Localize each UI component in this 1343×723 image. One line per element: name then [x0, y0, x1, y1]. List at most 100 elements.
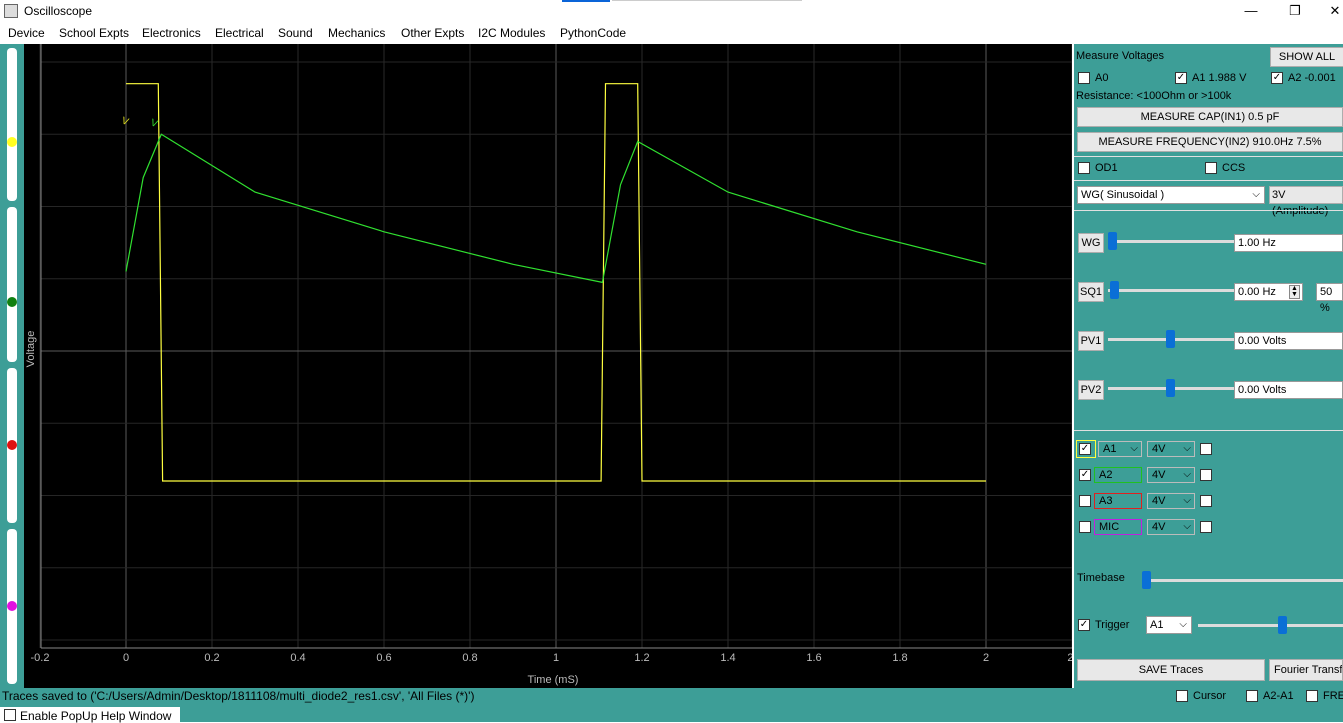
offset-slider-a2[interactable]: [7, 207, 17, 362]
sq1-slider-track[interactable]: [1108, 289, 1234, 292]
a1-fit-checkbox[interactable]: [1200, 443, 1212, 455]
control-panel: Measure Voltages SHOW ALL A0 ✓ A1 1.988 …: [1074, 44, 1343, 688]
a2-channel-box[interactable]: A2: [1094, 467, 1142, 483]
a3-fit-checkbox[interactable]: [1200, 495, 1212, 507]
x-tick-label: 1.4: [720, 652, 735, 664]
a2-checkbox[interactable]: ✓: [1271, 72, 1283, 84]
offset-handle-a3[interactable]: [7, 440, 17, 450]
mic-range-select[interactable]: 4V ⌵: [1147, 519, 1195, 535]
popup-help-checkbox[interactable]: [4, 709, 16, 721]
offset-slider-a1[interactable]: [7, 48, 17, 201]
x-tick-label: 0: [123, 652, 129, 664]
menu-pythoncode[interactable]: PythonCode: [560, 26, 627, 40]
measure-frequency-button[interactable]: MEASURE FREQUENCY(IN2) 910.0Hz 7.5%: [1077, 132, 1343, 152]
close-button[interactable]: ✕: [1329, 3, 1341, 18]
pv1-voltage-field[interactable]: 0.00 Volts: [1234, 332, 1343, 350]
spinner-icon[interactable]: ▲ ▼: [1289, 285, 1300, 299]
a1-range-value: 4V: [1152, 443, 1166, 455]
a2-voltage: A2 -0.001: [1288, 72, 1336, 84]
timebase-slider-handle[interactable]: [1142, 571, 1151, 589]
sq1-button[interactable]: SQ1: [1078, 282, 1104, 302]
chevron-down-icon: ⌵: [1179, 619, 1187, 630]
sq1-duty-field[interactable]: 50 %: [1316, 283, 1343, 314]
timebase-label: Timebase: [1077, 572, 1125, 584]
trigger-source-select[interactable]: A1 ⌵: [1146, 616, 1192, 634]
offset-handle-mic[interactable]: [7, 601, 17, 611]
sq1-slider-handle[interactable]: [1110, 281, 1119, 299]
pv1-slider-handle[interactable]: [1166, 330, 1175, 348]
menu-sound[interactable]: Sound: [278, 26, 313, 40]
fre-checkbox[interactable]: [1306, 690, 1318, 702]
offset-handle-a1[interactable]: [7, 137, 17, 147]
trigger-checkbox[interactable]: ✓: [1078, 619, 1090, 631]
save-traces-button[interactable]: SAVE Traces: [1077, 659, 1265, 681]
measure-cap-button[interactable]: MEASURE CAP(IN1) 0.5 pF: [1077, 107, 1343, 127]
x-tick-label: 2: [983, 652, 989, 664]
a0-checkbox[interactable]: [1078, 72, 1090, 84]
a1-voltage: A1 1.988 V: [1192, 72, 1247, 84]
trigger-level-handle[interactable]: [1278, 616, 1287, 634]
ccs-checkbox[interactable]: [1205, 162, 1217, 174]
a2-channel-checkbox[interactable]: ✓: [1079, 469, 1091, 481]
status-bar: Traces saved to ('C:/Users/Admin/Desktop…: [0, 688, 1343, 723]
menu-mechanics[interactable]: Mechanics: [328, 26, 386, 40]
menu-other-expts[interactable]: Other Expts: [401, 26, 465, 40]
oscilloscope-plot[interactable]: -0.2 0 0.2 0.4 0.6 0.8 1 1.2 1.4 1.6 1.8 2 2. Voltag…: [24, 44, 1072, 688]
menu-i2c-modules[interactable]: I2C Modules: [478, 26, 546, 40]
a2-fit-checkbox[interactable]: [1200, 469, 1212, 481]
cursor-label: Cursor: [1193, 690, 1227, 702]
a1-checkbox[interactable]: ✓: [1175, 72, 1187, 84]
pv2-voltage-field[interactable]: 0.00 Volts: [1234, 381, 1343, 399]
mic-channel-box[interactable]: MIC: [1094, 519, 1142, 535]
x-tick-label: 0.4: [290, 652, 305, 664]
wg-button[interactable]: WG: [1078, 233, 1104, 253]
a1-channel-checkbox[interactable]: ✓: [1079, 443, 1091, 455]
cursor-checkbox[interactable]: [1176, 690, 1188, 702]
pv2-slider-handle[interactable]: [1166, 379, 1175, 397]
wg-slider-handle[interactable]: [1108, 232, 1117, 250]
restore-button[interactable]: ❐: [1289, 3, 1301, 18]
menu-device[interactable]: Device: [8, 26, 45, 40]
menu-school-expts[interactable]: School Expts: [59, 26, 130, 40]
od1-checkbox[interactable]: [1078, 162, 1090, 174]
mic-range-value: 4V: [1152, 521, 1166, 533]
menu-electrical[interactable]: Electrical: [215, 26, 264, 40]
trigger-source-value: A1: [1150, 619, 1164, 631]
a3-channel-checkbox[interactable]: [1079, 495, 1091, 507]
wg-amplitude-select[interactable]: 3V (Amplitude): [1269, 186, 1343, 217]
offset-handle-a2[interactable]: [7, 297, 17, 307]
wg-frequency-field[interactable]: 1.00 Hz: [1234, 234, 1343, 252]
show-all-button[interactable]: SHOW ALL: [1270, 47, 1343, 67]
a1-channel-select[interactable]: A1 ⌵: [1098, 441, 1142, 457]
a1-range-select[interactable]: 4V ⌵: [1147, 441, 1195, 457]
pv1-button[interactable]: PV1: [1078, 331, 1104, 351]
x-tick-label: 0.2: [204, 652, 219, 664]
fourier-transform-button[interactable]: Fourier Transf: [1269, 659, 1343, 681]
mic-fit-checkbox[interactable]: [1200, 521, 1212, 533]
timebase-slider-track[interactable]: [1146, 579, 1343, 582]
a2-range-value: 4V: [1152, 469, 1166, 481]
trigger-level-track[interactable]: [1198, 624, 1343, 627]
a2-a1-checkbox[interactable]: [1246, 690, 1258, 702]
pv2-button[interactable]: PV2: [1078, 380, 1104, 400]
od1-label: OD1: [1095, 162, 1118, 174]
chevron-down-icon: ⌵: [1183, 521, 1191, 532]
a1-channel-label: A1: [1103, 443, 1117, 455]
popup-help-label: Enable PopUp Help Window: [20, 709, 172, 723]
menu-electronics[interactable]: Electronics: [142, 26, 201, 40]
sq1-frequency-field[interactable]: 0.00 Hz ▲ ▼: [1234, 283, 1303, 301]
plot-svg: -0.2 0 0.2 0.4 0.6 0.8 1 1.2 1.4 1.6 1.8 2 2. Voltag…: [25, 44, 1072, 686]
title-bar: Oscilloscope — ❐ ✕: [0, 0, 1343, 23]
y-axis-label: Voltage: [25, 331, 37, 368]
chevron-down-icon: ⌵: [1130, 443, 1138, 454]
wg-type-select[interactable]: WG( Sinusoidal ) ⌵: [1077, 186, 1265, 204]
a3-range-select[interactable]: 4V ⌵: [1147, 493, 1195, 509]
a3-channel-box[interactable]: A3: [1094, 493, 1142, 509]
fre-label: FRE: [1323, 690, 1343, 702]
a2-range-select[interactable]: 4V ⌵: [1147, 467, 1195, 483]
minimize-button[interactable]: —: [1244, 3, 1258, 18]
wg-type-value: WG( Sinusoidal ): [1081, 189, 1165, 201]
x-tick-label: -0.2: [31, 652, 50, 664]
wg-slider-track[interactable]: [1108, 240, 1234, 243]
mic-channel-checkbox[interactable]: [1079, 521, 1091, 533]
